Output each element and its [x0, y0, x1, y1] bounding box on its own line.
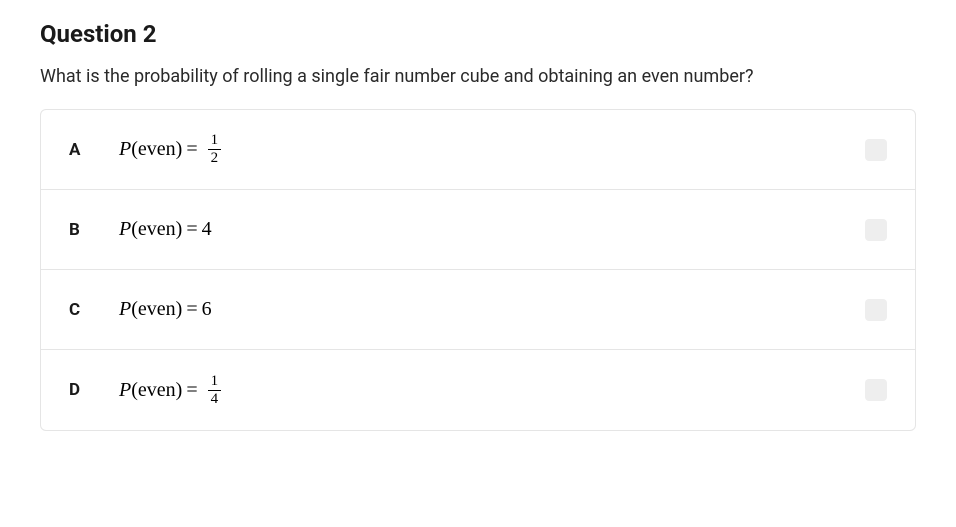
option-expression: P(even)= 1 2	[119, 133, 849, 166]
option-checkbox[interactable]	[865, 219, 887, 241]
question-prompt: What is the probability of rolling a sin…	[40, 66, 916, 87]
option-checkbox[interactable]	[865, 299, 887, 321]
question-title: Question 2	[40, 20, 916, 48]
option-letter: B	[69, 220, 119, 240]
option-checkbox[interactable]	[865, 139, 887, 161]
options-container: A P(even)= 1 2 B P(even)=4 C P(even)=6 D…	[40, 109, 916, 431]
option-expression: P(even)=4	[119, 218, 849, 241]
option-letter: C	[69, 300, 119, 320]
option-letter: A	[69, 140, 119, 160]
option-letter: D	[69, 380, 119, 400]
option-expression: P(even)= 1 4	[119, 374, 849, 407]
option-row-b[interactable]: B P(even)=4	[41, 190, 915, 270]
option-row-a[interactable]: A P(even)= 1 2	[41, 110, 915, 190]
option-row-c[interactable]: C P(even)=6	[41, 270, 915, 350]
option-checkbox[interactable]	[865, 379, 887, 401]
option-expression: P(even)=6	[119, 298, 849, 321]
option-row-d[interactable]: D P(even)= 1 4	[41, 350, 915, 430]
